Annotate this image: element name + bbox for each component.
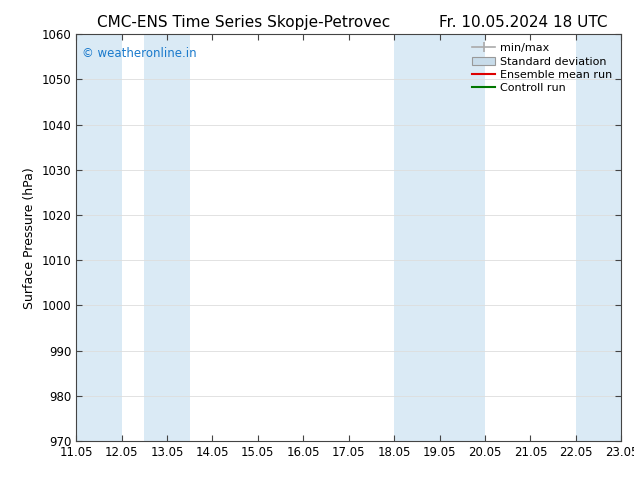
Bar bbox=[394, 34, 439, 441]
Bar bbox=[576, 34, 621, 441]
Bar bbox=[439, 34, 485, 441]
Title: CMC-ENS Time Series Skopje-Petrovec      Fr. 10.05.2024 18 UTC: CMC-ENS Time Series Skopje-Petrovec Fr. … bbox=[0, 489, 1, 490]
Text: CMC-ENS Time Series Skopje-Petrovec: CMC-ENS Time Series Skopje-Petrovec bbox=[98, 15, 391, 30]
Legend: min/max, Standard deviation, Ensemble mean run, Controll run: min/max, Standard deviation, Ensemble me… bbox=[469, 40, 616, 97]
Bar bbox=[144, 34, 190, 441]
Bar bbox=[76, 34, 122, 441]
Y-axis label: Surface Pressure (hPa): Surface Pressure (hPa) bbox=[23, 167, 36, 309]
Text: Fr. 10.05.2024 18 UTC: Fr. 10.05.2024 18 UTC bbox=[439, 15, 607, 30]
Text: © weatheronline.in: © weatheronline.in bbox=[82, 47, 196, 59]
